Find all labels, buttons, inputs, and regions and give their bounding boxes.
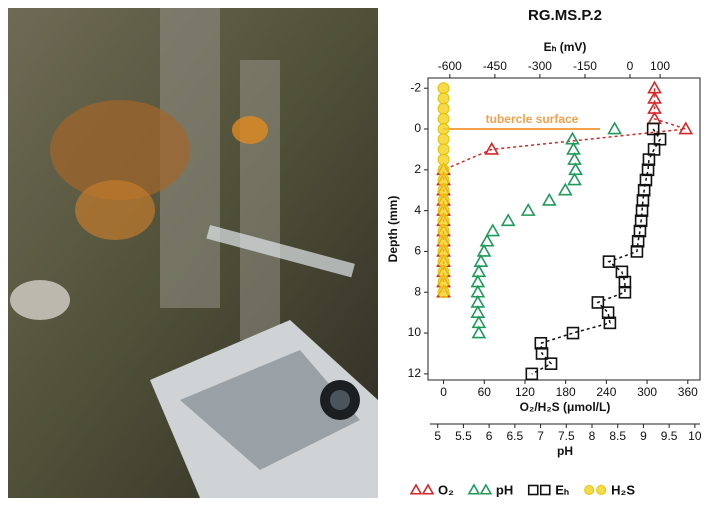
x3ticks-label: 5.5 [455, 429, 472, 443]
marker [487, 225, 499, 236]
marker [438, 113, 449, 124]
marker [438, 93, 449, 104]
marker [438, 164, 449, 175]
x2ticks-label: -450 [483, 59, 507, 73]
y-tick-label: 6 [414, 244, 421, 258]
legend-marker [597, 486, 606, 495]
legend-marker [529, 486, 538, 495]
marker [619, 287, 630, 298]
chart-title: RG.MS.P.2 [528, 7, 602, 24]
x2ticks-label: -300 [528, 59, 552, 73]
x2ticks-label: -600 [438, 59, 462, 73]
marker [438, 246, 449, 257]
marker [438, 144, 449, 155]
marker [649, 113, 661, 124]
xticks-label: 300 [637, 385, 657, 399]
y-tick-label: 10 [408, 325, 422, 339]
marker [643, 164, 654, 175]
marker [559, 184, 571, 195]
marker [475, 256, 487, 267]
xticks-label: 0 [440, 385, 447, 399]
x3ticks-label: 7 [537, 429, 544, 443]
x-axis-title: O₂/H₂S (μmol/L) [520, 400, 611, 414]
marker [567, 143, 579, 154]
marker [438, 226, 449, 237]
marker [438, 287, 449, 298]
marker [609, 123, 621, 134]
x3ticks-label: 6.5 [507, 429, 524, 443]
marker [438, 205, 449, 216]
x3ticks-label: 9.5 [661, 429, 678, 443]
legend-marker [469, 485, 479, 494]
marker [438, 103, 449, 114]
xticks-label: 360 [678, 385, 698, 399]
y-tick-label: 12 [408, 366, 422, 380]
marker [438, 124, 449, 135]
marker [569, 174, 581, 185]
y-tick-label: 8 [414, 284, 421, 298]
y-tick-label: 0 [414, 121, 421, 135]
y-tick-label: 4 [414, 203, 421, 217]
marker [543, 194, 555, 205]
legend-label: pH [496, 482, 513, 497]
marker [569, 154, 581, 165]
x3ticks-label: 9 [640, 429, 647, 443]
marker [522, 205, 534, 216]
marker [438, 83, 449, 94]
x3ticks-label: 6 [486, 429, 493, 443]
marker [438, 277, 449, 288]
legend-marker [411, 485, 421, 494]
legend-marker [541, 486, 550, 495]
x2-axis-title: Eₕ (mV) [544, 40, 587, 54]
marker [473, 327, 485, 338]
y-tick-label: 2 [414, 162, 421, 176]
marker [643, 154, 654, 165]
figure: RG.MS.P.2 Eₕ (mV) O₂/H₂S (μmol/L) pH Dep… [0, 0, 707, 506]
legend-label: Eₕ [555, 482, 569, 497]
photo [8, 8, 378, 498]
marker [438, 266, 449, 277]
marker [438, 134, 449, 145]
x2ticks-label: 0 [627, 59, 634, 73]
legend-marker [423, 485, 433, 494]
marker [478, 245, 490, 256]
series-line [532, 129, 660, 374]
marker [438, 175, 449, 186]
legend-marker [481, 485, 491, 494]
legend-label: H₂S [611, 482, 635, 497]
x2ticks-label: 100 [650, 59, 670, 73]
x3ticks-label: 8 [589, 429, 596, 443]
x2ticks-label: -150 [573, 59, 597, 73]
marker [570, 164, 582, 175]
marker [438, 195, 449, 206]
x3ticks-label: 5 [434, 429, 441, 443]
marker [438, 236, 449, 247]
xticks-label: 240 [596, 385, 616, 399]
y-axis-title: Depth (mm) [386, 196, 400, 263]
marker [438, 185, 449, 196]
x3ticks-label: 8.5 [609, 429, 626, 443]
marker [567, 328, 578, 339]
legend-label: O₂ [438, 482, 454, 497]
marker [502, 215, 514, 226]
x3ticks-label: 7.5 [558, 429, 575, 443]
xticks-label: 120 [515, 385, 535, 399]
xticks-label: 60 [478, 385, 492, 399]
marker [438, 154, 449, 165]
marker [472, 307, 484, 318]
marker [438, 215, 449, 226]
x3-axis-title: pH [557, 444, 573, 458]
marker [481, 235, 493, 246]
marker [473, 266, 485, 277]
x3ticks-label: 10 [688, 429, 702, 443]
annotation: tubercle surface [486, 112, 579, 126]
xticks-label: 180 [556, 385, 576, 399]
marker [438, 256, 449, 267]
y-tick-label: -2 [410, 80, 421, 94]
marker [566, 133, 578, 144]
legend-marker [585, 486, 594, 495]
marker [680, 123, 692, 134]
